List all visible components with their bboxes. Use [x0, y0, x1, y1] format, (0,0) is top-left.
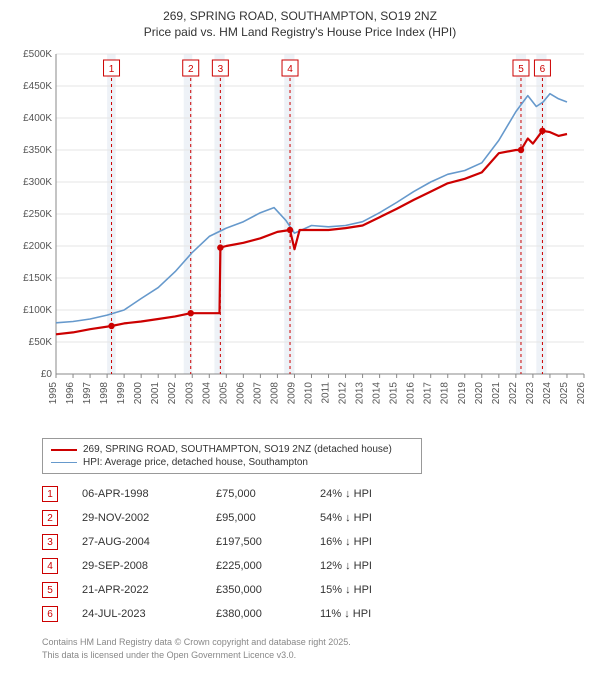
sale-price: £197,500: [216, 536, 296, 548]
svg-text:£400K: £400K: [23, 113, 52, 124]
svg-text:2016: 2016: [406, 382, 417, 405]
sale-date: 29-SEP-2008: [82, 560, 192, 572]
svg-text:1995: 1995: [48, 382, 59, 405]
sale-diff: 16% ↓ HPI: [320, 536, 430, 548]
chart-title: 269, SPRING ROAD, SOUTHAMPTON, SO19 2NZ …: [12, 8, 588, 40]
svg-text:2021: 2021: [491, 382, 502, 405]
svg-text:1999: 1999: [116, 382, 127, 405]
svg-text:2001: 2001: [150, 382, 161, 405]
svg-text:£500K: £500K: [23, 49, 52, 60]
chart-svg: £0 £50K £100K £150K £200K £250K £300K £350K £400…: [12, 44, 588, 434]
svg-text:2024: 2024: [542, 382, 553, 405]
table-row: 4 29-SEP-2008 £225,000 12% ↓ HPI: [42, 554, 588, 578]
sale-date: 29-NOV-2002: [82, 512, 192, 524]
svg-text:2010: 2010: [303, 382, 314, 405]
sale-badge: 5: [42, 582, 58, 598]
legend-label: HPI: Average price, detached house, Sout…: [83, 457, 308, 468]
sale-badge: 1: [42, 486, 58, 502]
svg-text:2017: 2017: [423, 382, 434, 405]
svg-text:£0: £0: [41, 369, 53, 380]
svg-text:2006: 2006: [235, 382, 246, 405]
svg-text:2012: 2012: [338, 382, 349, 405]
svg-text:£300K: £300K: [23, 177, 52, 188]
svg-text:2019: 2019: [457, 382, 468, 405]
svg-text:2022: 2022: [508, 382, 519, 405]
svg-text:2: 2: [188, 64, 194, 75]
legend-swatch: [51, 449, 77, 451]
svg-text:2002: 2002: [167, 382, 178, 405]
svg-text:£100K: £100K: [23, 305, 52, 316]
svg-text:2025: 2025: [559, 382, 570, 405]
sale-date: 21-APR-2022: [82, 584, 192, 596]
sale-badge: 2: [42, 510, 58, 526]
svg-text:£50K: £50K: [29, 337, 53, 348]
footer-line2: This data is licensed under the Open Gov…: [42, 649, 588, 661]
sale-diff: 11% ↓ HPI: [320, 608, 430, 620]
svg-text:2005: 2005: [218, 382, 229, 405]
svg-text:£150K: £150K: [23, 273, 52, 284]
sale-badge: 3: [42, 534, 58, 550]
svg-text:2015: 2015: [389, 382, 400, 405]
svg-text:2023: 2023: [525, 382, 536, 405]
svg-text:£200K: £200K: [23, 241, 52, 252]
svg-text:5: 5: [518, 64, 524, 75]
sales-table: 1 06-APR-1998 £75,000 24% ↓ HPI 2 29-NOV…: [42, 482, 588, 626]
title-line1: 269, SPRING ROAD, SOUTHAMPTON, SO19 2NZ: [12, 8, 588, 24]
sale-price: £350,000: [216, 584, 296, 596]
legend-swatch: [51, 462, 77, 463]
svg-text:6: 6: [540, 64, 546, 75]
svg-text:1996: 1996: [65, 382, 76, 405]
sale-badge: 4: [42, 558, 58, 574]
svg-text:2003: 2003: [184, 382, 195, 405]
svg-text:2011: 2011: [321, 382, 332, 404]
svg-text:1997: 1997: [82, 382, 93, 405]
sale-diff: 12% ↓ HPI: [320, 560, 430, 572]
svg-text:2004: 2004: [201, 382, 212, 405]
svg-text:£450K: £450K: [23, 81, 52, 92]
table-row: 3 27-AUG-2004 £197,500 16% ↓ HPI: [42, 530, 588, 554]
legend-label: 269, SPRING ROAD, SOUTHAMPTON, SO19 2NZ …: [83, 444, 392, 455]
svg-text:2014: 2014: [372, 382, 383, 405]
sale-price: £225,000: [216, 560, 296, 572]
table-row: 1 06-APR-1998 £75,000 24% ↓ HPI: [42, 482, 588, 506]
footer: Contains HM Land Registry data © Crown c…: [42, 636, 588, 660]
sale-date: 27-AUG-2004: [82, 536, 192, 548]
svg-text:2026: 2026: [576, 382, 587, 405]
title-line2: Price paid vs. HM Land Registry's House …: [12, 24, 588, 40]
svg-text:2007: 2007: [252, 382, 263, 405]
price-chart: £0 £50K £100K £150K £200K £250K £300K £350K £400…: [12, 44, 588, 434]
legend-item: HPI: Average price, detached house, Sout…: [51, 456, 413, 469]
svg-text:1: 1: [109, 64, 115, 75]
sale-diff: 54% ↓ HPI: [320, 512, 430, 524]
sale-date: 06-APR-1998: [82, 488, 192, 500]
svg-text:£250K: £250K: [23, 209, 52, 220]
svg-text:2000: 2000: [133, 382, 144, 405]
page: 269, SPRING ROAD, SOUTHAMPTON, SO19 2NZ …: [0, 0, 600, 673]
svg-text:4: 4: [287, 64, 293, 75]
sale-price: £75,000: [216, 488, 296, 500]
sale-diff: 24% ↓ HPI: [320, 488, 430, 500]
table-row: 6 24-JUL-2023 £380,000 11% ↓ HPI: [42, 602, 588, 626]
legend-item: 269, SPRING ROAD, SOUTHAMPTON, SO19 2NZ …: [51, 443, 413, 456]
sale-diff: 15% ↓ HPI: [320, 584, 430, 596]
svg-text:2013: 2013: [355, 382, 366, 405]
svg-text:1998: 1998: [99, 382, 110, 405]
table-row: 2 29-NOV-2002 £95,000 54% ↓ HPI: [42, 506, 588, 530]
table-row: 5 21-APR-2022 £350,000 15% ↓ HPI: [42, 578, 588, 602]
sale-badge: 6: [42, 606, 58, 622]
sale-price: £95,000: [216, 512, 296, 524]
legend: 269, SPRING ROAD, SOUTHAMPTON, SO19 2NZ …: [42, 438, 422, 474]
sale-date: 24-JUL-2023: [82, 608, 192, 620]
svg-text:£350K: £350K: [23, 145, 52, 156]
svg-text:2009: 2009: [286, 382, 297, 405]
svg-text:3: 3: [218, 64, 224, 75]
svg-text:2020: 2020: [474, 382, 485, 405]
footer-line1: Contains HM Land Registry data © Crown c…: [42, 636, 588, 648]
svg-text:2008: 2008: [269, 382, 280, 405]
sale-price: £380,000: [216, 608, 296, 620]
svg-text:2018: 2018: [440, 382, 451, 405]
